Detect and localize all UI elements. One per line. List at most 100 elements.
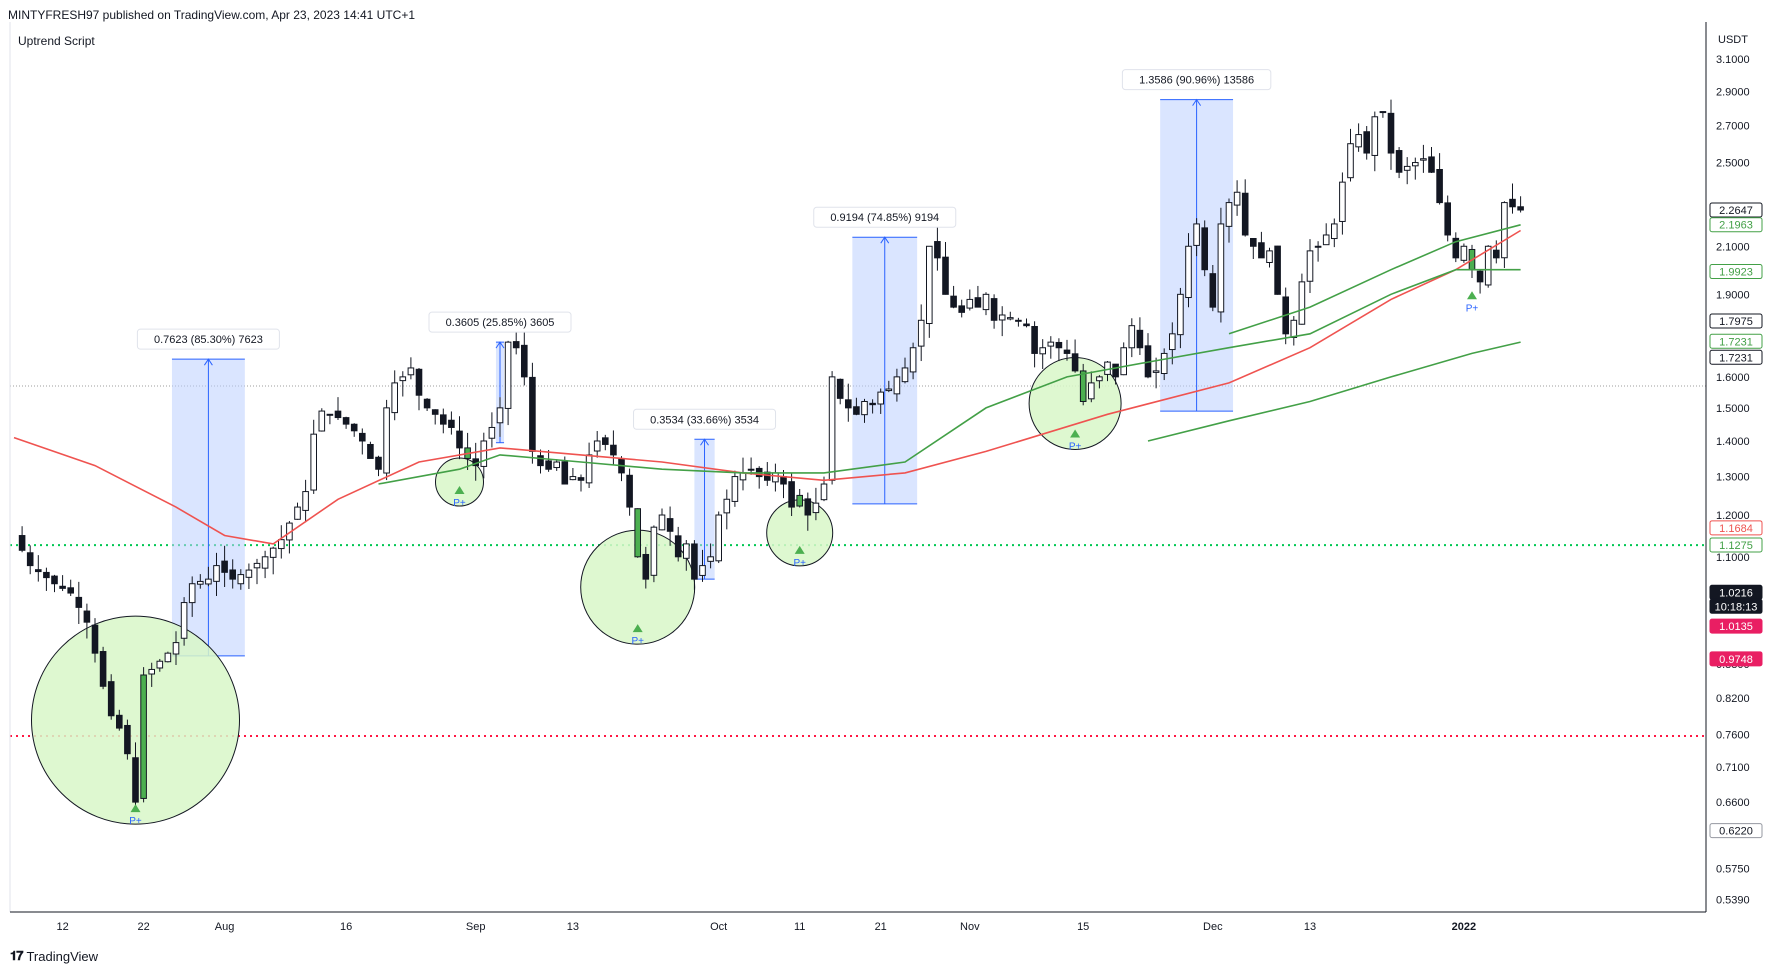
moving-average-line <box>378 268 1521 485</box>
candle-body <box>294 506 301 520</box>
candle-body <box>1290 319 1298 339</box>
candle-body <box>1517 206 1524 211</box>
y-tick-label: 1.3000 <box>1716 472 1750 484</box>
candle-body <box>213 565 220 582</box>
y-tick-label: 2.5000 <box>1716 158 1750 170</box>
candle-body <box>399 376 407 382</box>
candle-body <box>51 575 58 585</box>
candle-body <box>1136 329 1144 349</box>
candle-body <box>310 433 317 491</box>
candle-body <box>974 297 982 308</box>
candle-body <box>699 565 706 576</box>
candle-body <box>691 543 698 580</box>
candle-body <box>1379 111 1387 114</box>
price-axis-label: 0.6220 <box>1719 826 1753 838</box>
candle-body <box>901 367 909 383</box>
candle-body <box>990 298 998 321</box>
candle-body <box>1314 245 1322 248</box>
candle-body <box>917 319 925 347</box>
candle-body <box>237 574 245 585</box>
candle-body <box>674 535 682 558</box>
candle-body <box>59 585 66 589</box>
candle-body <box>35 569 42 573</box>
candle-body <box>658 514 666 531</box>
candle-body <box>415 368 423 396</box>
candle-body <box>1347 143 1354 179</box>
measure-label: 0.3534 (33.66%) 3534 <box>650 414 759 426</box>
measure-label: 0.9194 (74.85%) 9194 <box>830 212 939 224</box>
y-tick-label: 0.8200 <box>1716 693 1750 705</box>
candle-body <box>521 344 528 378</box>
measure-label: 0.7623 (85.30%) 7623 <box>154 334 263 346</box>
candle-body <box>18 535 26 551</box>
measure-arrow-head <box>203 358 213 366</box>
y-tick-label: 1.6000 <box>1716 372 1750 384</box>
candle-body <box>1412 162 1419 167</box>
candle-body <box>1225 202 1233 227</box>
horizontal-lines-layer <box>10 385 1706 737</box>
candle-body <box>1007 317 1014 320</box>
candle-body <box>197 580 204 585</box>
candle-body <box>1444 202 1452 236</box>
y-tick-label: 2.1000 <box>1716 241 1750 253</box>
y-tick-label: 1.4000 <box>1716 436 1750 448</box>
y-tick-label: 0.5750 <box>1716 863 1750 875</box>
y-tick-label: 1.2000 <box>1716 510 1750 522</box>
indicator-label[interactable]: Uptrend Script <box>18 34 95 48</box>
candle-body <box>1258 242 1265 259</box>
candle-body <box>845 399 852 409</box>
candle-body <box>1128 325 1136 349</box>
y-tick-label: 1.5000 <box>1716 403 1750 415</box>
candle-body <box>1120 347 1128 376</box>
signal-label: P+ <box>793 558 806 569</box>
candle-body <box>229 569 236 580</box>
candle-body <box>1395 150 1403 173</box>
tradingview-footer[interactable]: 𝟏𝟕 TradingView <box>10 948 98 964</box>
candle-body <box>188 583 196 604</box>
candle-body <box>375 456 382 470</box>
candle-body <box>269 547 277 558</box>
moving-averages-layer <box>13 224 1522 545</box>
candle-body <box>1047 341 1055 347</box>
candle-body <box>1509 198 1516 208</box>
candle-body <box>1071 353 1079 372</box>
candle-body <box>731 476 739 502</box>
candle-body <box>861 400 868 416</box>
candle-body <box>326 413 334 416</box>
candle-body <box>407 367 415 376</box>
candle-body <box>440 414 447 425</box>
candle-body <box>1185 245 1192 299</box>
signal-circle <box>766 499 834 567</box>
price-axis-label-box <box>1709 313 1763 329</box>
price-chart[interactable]: P+ P+ P+ P+ P+ P+ 0.7623 (85.30%) 7623 0.3605 … <box>0 0 1775 945</box>
x-tick-label: 15 <box>1077 921 1089 933</box>
candle-body <box>148 668 155 675</box>
price-axis-label-box <box>1709 264 1763 280</box>
candle-body <box>302 491 309 511</box>
candle-body <box>350 423 358 432</box>
candle-body <box>569 476 577 481</box>
signal-label: P+ <box>129 816 142 827</box>
y-tick-label: 0.7100 <box>1716 762 1750 774</box>
price-axis-label: 1.1275 <box>1719 540 1753 552</box>
candle-body <box>1112 363 1119 378</box>
candle-body <box>926 245 933 325</box>
candle-body <box>99 651 107 687</box>
price-axis-label-box <box>1709 823 1763 839</box>
candle-body <box>585 454 593 484</box>
measure-arrow-head <box>495 341 505 349</box>
candle-body <box>132 757 139 803</box>
candle-body <box>950 295 957 308</box>
candle-body <box>593 440 601 452</box>
candle-body <box>124 724 131 755</box>
candle-body <box>610 444 617 456</box>
x-tick-label: 11 <box>794 921 805 933</box>
moving-average-line <box>13 229 1522 545</box>
candle-body <box>205 578 212 585</box>
y-tick-label: 2.7000 <box>1716 121 1750 133</box>
candle-body <box>804 498 812 516</box>
y-tick-label: 0.6600 <box>1716 797 1750 809</box>
candle-body <box>723 498 731 514</box>
candle-body <box>529 376 536 452</box>
candle-body <box>1160 352 1168 375</box>
